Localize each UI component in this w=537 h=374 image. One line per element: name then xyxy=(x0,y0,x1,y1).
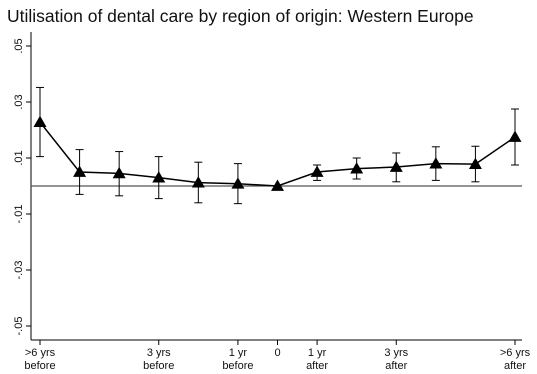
data-point-marker xyxy=(33,115,47,128)
data-point-marker xyxy=(429,157,443,169)
y-tick-label: -.01 xyxy=(13,205,25,224)
x-tick-label-line: 1 yr xyxy=(229,347,248,359)
x-tick-label: >6 yrs before xyxy=(24,347,55,372)
data-point-marker xyxy=(271,179,284,191)
x-tick-label-line: 1 yr xyxy=(308,347,327,359)
x-tick-label: 0 xyxy=(274,347,280,359)
data-point-marker xyxy=(152,171,166,183)
data-point-marker xyxy=(350,162,364,174)
x-tick-label: >6 yrs after xyxy=(500,347,531,372)
x-tick-label: 3 yrs before xyxy=(143,347,174,372)
y-tick-label: .03 xyxy=(13,94,25,109)
x-tick-label-line: >6 yrs xyxy=(500,347,531,359)
x-tick-label-line: before xyxy=(24,360,55,372)
data-point-marker xyxy=(310,165,324,177)
x-tick-label: 1 yr before xyxy=(222,347,253,372)
y-tick-label: -.05 xyxy=(13,317,25,336)
series-line xyxy=(39,121,516,187)
y-tick-label: .05 xyxy=(13,38,25,53)
x-tick-label-line: before xyxy=(143,360,174,372)
x-tick-label-line: 0 xyxy=(274,347,280,359)
data-point-marker xyxy=(231,177,245,189)
x-tick-label-line: 3 yrs xyxy=(384,347,408,359)
x-tick-label: 3 yrs after xyxy=(384,347,408,372)
chart-title: Utilisation of dental care by region of … xyxy=(7,6,474,26)
x-tick-label-line: after xyxy=(385,360,407,372)
x-tick-label-line: after xyxy=(504,360,526,372)
data-point-marker xyxy=(389,160,403,172)
data-point-marker xyxy=(112,166,126,179)
x-tick-label-line: >6 yrs xyxy=(25,347,56,359)
data-point-marker xyxy=(468,157,482,170)
data-point-marker xyxy=(508,130,522,142)
x-tick-label: 1 yr after xyxy=(306,347,328,372)
x-tick-label-line: before xyxy=(222,360,253,372)
data-point-marker xyxy=(73,165,87,177)
x-tick-label-line: after xyxy=(306,360,328,372)
y-tick-label: -.03 xyxy=(13,261,25,280)
x-tick-label-line: 3 yrs xyxy=(147,347,171,359)
y-tick-label: .01 xyxy=(13,150,25,165)
data-point-marker xyxy=(191,176,205,188)
